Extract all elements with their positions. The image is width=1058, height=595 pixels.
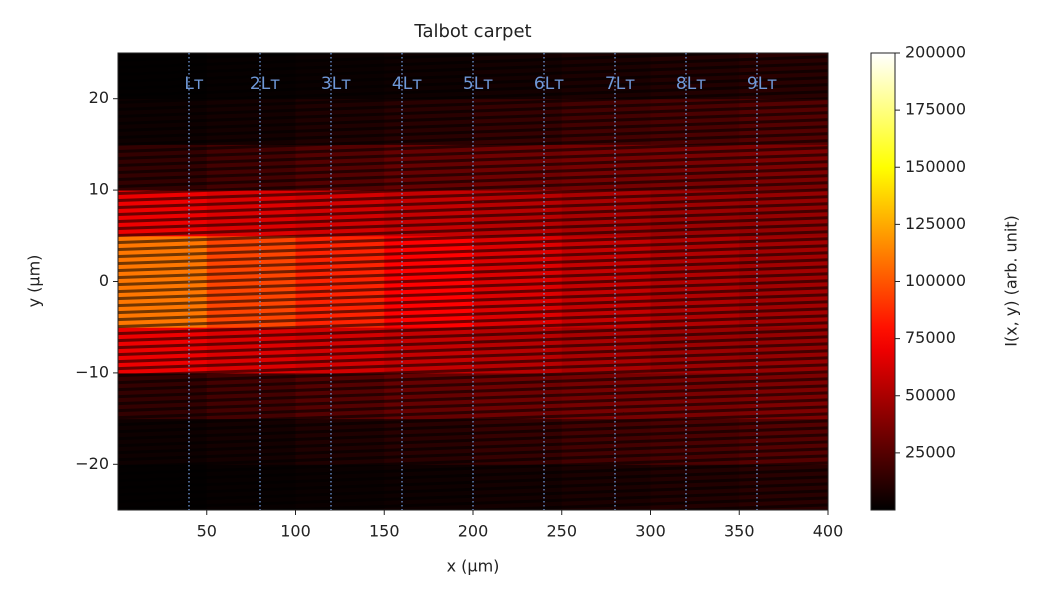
colorbar-tick-label: 100000 xyxy=(905,271,966,290)
chart-title: Talbot carpet xyxy=(413,21,531,42)
x-tick-label: 300 xyxy=(635,522,666,541)
y-axis-label: y (μm) xyxy=(25,255,44,308)
x-tick-label: 250 xyxy=(546,522,577,541)
talbot-label: 8Lᴛ xyxy=(676,74,706,94)
talbot-label: Lᴛ xyxy=(184,74,203,94)
x-tick-label: 100 xyxy=(280,522,311,541)
talbot-label: 7Lᴛ xyxy=(605,74,635,94)
colorbar-tick-label: 25000 xyxy=(905,442,956,461)
y-tick-label: 10 xyxy=(89,180,109,199)
colorbar-tick-label: 125000 xyxy=(905,214,966,233)
colorbar-tick-label: 75000 xyxy=(905,328,956,347)
x-tick-label: 200 xyxy=(458,522,489,541)
y-tick-label: 20 xyxy=(89,88,109,107)
colorbar-tick-label: 200000 xyxy=(905,43,966,62)
x-tick-label: 350 xyxy=(724,522,755,541)
talbot-label: 6Lᴛ xyxy=(534,74,564,94)
colorbar xyxy=(870,52,896,511)
talbot-label: 3Lᴛ xyxy=(321,74,351,94)
colorbar-label: I(x, y) (arb. unit) xyxy=(1002,215,1021,347)
colorbar-tick-label: 150000 xyxy=(905,157,966,176)
talbot-label: 9Lᴛ xyxy=(747,74,777,94)
talbot-label: 5Lᴛ xyxy=(463,74,493,94)
y-tick-label: 0 xyxy=(99,271,109,290)
y-tick-label: −10 xyxy=(75,362,109,381)
y-tick-label: −20 xyxy=(75,454,109,473)
x-tick-label: 150 xyxy=(369,522,400,541)
x-tick-label: 400 xyxy=(813,522,844,541)
x-tick-label: 50 xyxy=(197,522,217,541)
colorbar-tick-label: 50000 xyxy=(905,385,956,404)
talbot-label: 4Lᴛ xyxy=(392,74,422,94)
colorbar-tick-label: 175000 xyxy=(905,100,966,119)
talbot-label: 2Lᴛ xyxy=(250,74,280,94)
x-axis-label: x (μm) xyxy=(447,557,500,576)
